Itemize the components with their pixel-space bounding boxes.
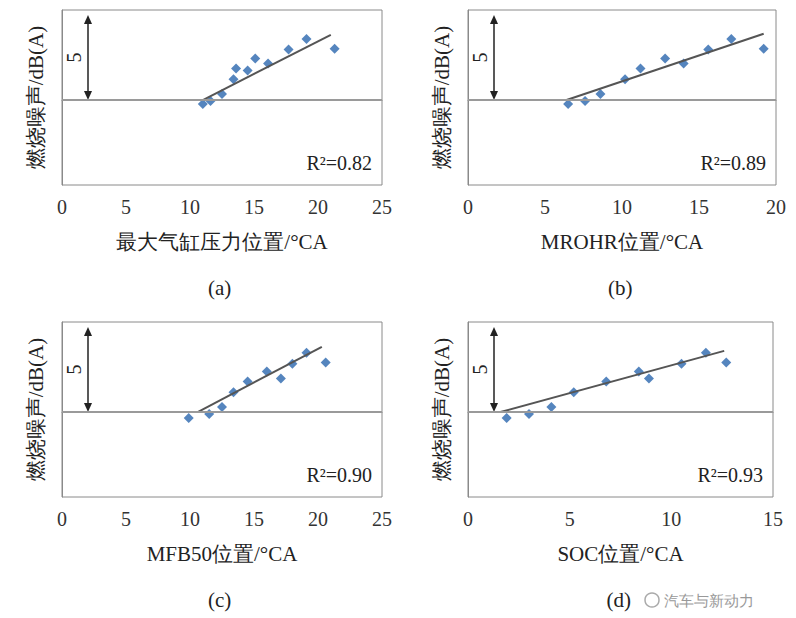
svg-text:15: 15 bbox=[244, 508, 264, 530]
svg-text:R²=0.89: R²=0.89 bbox=[700, 152, 766, 174]
svg-text:10: 10 bbox=[180, 196, 200, 218]
svg-text:15: 15 bbox=[763, 508, 783, 530]
svg-text:(c): (c) bbox=[208, 588, 231, 612]
svg-text:MFB50位置/°CA: MFB50位置/°CA bbox=[147, 542, 299, 566]
svg-text:20: 20 bbox=[766, 196, 786, 218]
svg-text:最大气缸压力位置/°CA: 最大气缸压力位置/°CA bbox=[116, 230, 328, 254]
svg-text:5: 5 bbox=[63, 53, 85, 63]
svg-text:0: 0 bbox=[463, 196, 473, 218]
svg-text:(b): (b) bbox=[608, 276, 633, 300]
svg-text:5: 5 bbox=[565, 508, 575, 530]
svg-text:10: 10 bbox=[180, 508, 200, 530]
svg-text:MROHR位置/°CA: MROHR位置/°CA bbox=[541, 230, 704, 254]
svg-text:20: 20 bbox=[308, 196, 328, 218]
svg-text:5: 5 bbox=[540, 196, 550, 218]
svg-text:燃烧噪声/dB(A): 燃烧噪声/dB(A) bbox=[430, 26, 454, 170]
svg-text:(a): (a) bbox=[208, 276, 231, 300]
svg-text:15: 15 bbox=[689, 196, 709, 218]
svg-text:25: 25 bbox=[372, 196, 392, 218]
svg-text:燃烧噪声/dB(A): 燃烧噪声/dB(A) bbox=[24, 26, 48, 170]
svg-text:R²=0.82: R²=0.82 bbox=[306, 152, 372, 174]
svg-text:燃烧噪声/dB(A): 燃烧噪声/dB(A) bbox=[430, 338, 454, 482]
svg-text:0: 0 bbox=[57, 508, 67, 530]
svg-text:20: 20 bbox=[308, 508, 328, 530]
svg-text:5: 5 bbox=[469, 53, 491, 63]
svg-text:5: 5 bbox=[63, 365, 85, 375]
svg-text:0: 0 bbox=[57, 196, 67, 218]
svg-text:SOC位置/°CA: SOC位置/°CA bbox=[557, 542, 684, 566]
svg-text:燃烧噪声/dB(A): 燃烧噪声/dB(A) bbox=[24, 338, 48, 482]
svg-text:汽车与新动力: 汽车与新动力 bbox=[664, 592, 754, 609]
svg-text:25: 25 bbox=[372, 508, 392, 530]
svg-text:(d): (d) bbox=[607, 588, 632, 612]
svg-text:R²=0.90: R²=0.90 bbox=[306, 464, 372, 486]
svg-text:5: 5 bbox=[469, 365, 491, 375]
svg-text:15: 15 bbox=[244, 196, 264, 218]
svg-text:10: 10 bbox=[612, 196, 632, 218]
svg-text:5: 5 bbox=[121, 508, 131, 530]
svg-text:10: 10 bbox=[661, 508, 681, 530]
svg-text:5: 5 bbox=[121, 196, 131, 218]
svg-text:0: 0 bbox=[463, 508, 473, 530]
svg-text:R²=0.93: R²=0.93 bbox=[697, 464, 763, 486]
